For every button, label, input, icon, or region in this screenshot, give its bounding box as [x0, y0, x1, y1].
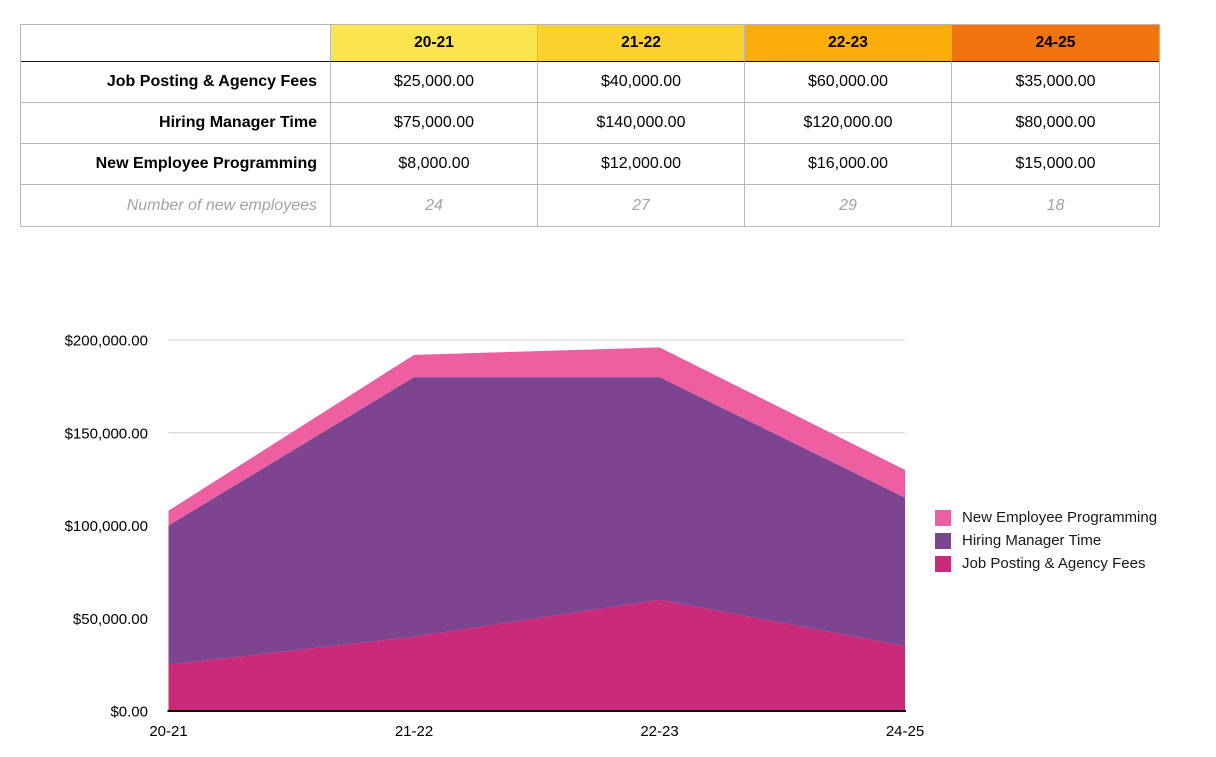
- y-tick-label: $100,000.00: [65, 518, 148, 535]
- table-header-22-23[interactable]: 22-23: [745, 25, 952, 62]
- table-cell[interactable]: 18: [1046, 196, 1065, 214]
- legend-swatch-icon: [935, 532, 951, 549]
- stacked-area-chart[interactable]: $0.00 $50,000.00 $100,000.00 $150,000.00 $20…: [0, 300, 1216, 757]
- legend-swatch-icon: [935, 555, 951, 572]
- y-tick-label: $0.00: [110, 704, 148, 721]
- x-tick-label: 24-25: [886, 723, 924, 740]
- legend-item: New Employee Programming: [935, 506, 1157, 529]
- table-cell[interactable]: $8,000.00: [331, 144, 538, 185]
- x-tick-label: 20-21: [149, 723, 187, 740]
- table-corner-cell[interactable]: [21, 25, 331, 62]
- table-cell[interactable]: 24: [331, 185, 538, 226]
- y-tick-label: $50,000.00: [73, 611, 148, 628]
- legend-item: Job Posting & Agency Fees: [935, 552, 1157, 575]
- y-tick-label: $150,000.00: [65, 425, 148, 442]
- chart-legend: New Employee Programming Hiring Manager T…: [935, 506, 1157, 575]
- table-cell[interactable]: $80,000.00: [952, 103, 1159, 144]
- table-cell[interactable]: $15,000.00: [952, 144, 1159, 185]
- table-header-24-25[interactable]: 24-25: [952, 25, 1159, 62]
- legend-label: Hiring Manager Time: [962, 532, 1102, 549]
- table-cell[interactable]: $60,000.00: [745, 62, 952, 103]
- area-series-New Employee Programming: [168, 347, 905, 526]
- legend-item: Hiring Manager Time: [935, 529, 1157, 552]
- area-series-Hiring Manager Time: [168, 377, 905, 665]
- x-tick-label: 22-23: [640, 723, 678, 740]
- x-tick-label: 21-22: [395, 723, 433, 740]
- table-cell[interactable]: $40,000.00: [538, 62, 745, 103]
- table-header-21-22[interactable]: 21-22: [538, 25, 745, 62]
- table-cell[interactable]: $16,000.00: [745, 144, 952, 185]
- table-cell[interactable]: 29: [745, 185, 952, 226]
- table-cell[interactable]: $75,000.00: [331, 103, 538, 144]
- legend-label: New Employee Programming: [962, 509, 1158, 526]
- cost-table: 20-21 21-22 22-23 24-25 Job Posting & Agency…: [20, 24, 1160, 227]
- table-cell[interactable]: $35,000.00: [952, 62, 1159, 103]
- table-row-label[interactable]: New Employee Programming: [21, 144, 331, 185]
- table-cell[interactable]: $25,000.00: [331, 62, 538, 103]
- table-cell[interactable]: $120,000.00: [745, 103, 952, 144]
- table-row-label[interactable]: Hiring Manager Time: [21, 103, 331, 144]
- area-series-Job Posting & Agency Fees: [168, 599, 905, 711]
- legend-swatch-icon: [935, 509, 951, 526]
- table-row-label[interactable]: Number of new employees: [21, 185, 331, 226]
- table-header-20-21[interactable]: 20-21: [331, 25, 538, 62]
- table-cell[interactable]: 27: [538, 185, 745, 226]
- chart-canvas: $0.00 $50,000.00 $100,000.00 $150,000.00 $20…: [65, 333, 925, 741]
- table-cell[interactable]: $12,000.00: [538, 144, 745, 185]
- table-row-label[interactable]: Job Posting & Agency Fees: [21, 62, 331, 103]
- legend-label: Job Posting & Agency Fees: [962, 555, 1146, 572]
- y-tick-label: $200,000.00: [65, 333, 148, 350]
- table-cell[interactable]: $140,000.00: [538, 103, 745, 144]
